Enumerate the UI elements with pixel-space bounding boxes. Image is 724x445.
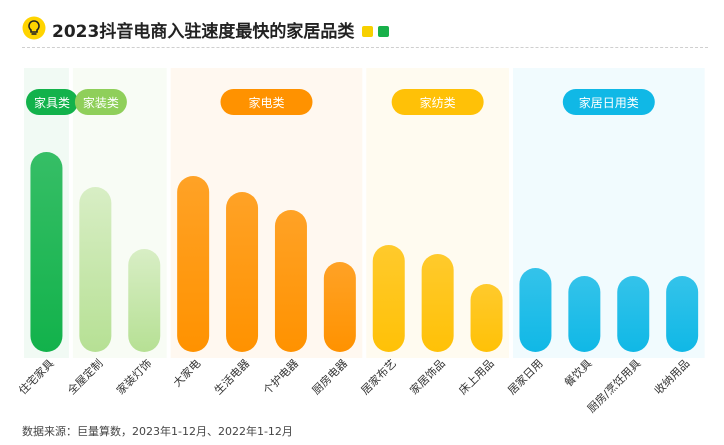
category-label: 居家布艺 [358, 356, 399, 397]
group-pill [26, 89, 78, 115]
bar [372, 245, 405, 352]
group-pill [562, 89, 655, 115]
title-divider [22, 47, 708, 48]
group-pill [220, 89, 313, 115]
category-label: 床上用品 [456, 356, 497, 397]
bar [666, 276, 699, 352]
data-source-note: 数据来源：巨量算数，2023年1-12月、2022年1-12月 [22, 425, 293, 438]
group-label: 家电类 [248, 95, 284, 110]
bar [128, 249, 161, 352]
legend-square-green [378, 26, 390, 37]
category-label: 生活电器 [211, 356, 252, 397]
category-label: 个护电器 [260, 356, 301, 397]
bar [519, 268, 552, 352]
category-label: 居家日用 [505, 356, 546, 397]
category-label: 全屋定制 [64, 356, 105, 397]
legend-square-yellow [362, 26, 374, 37]
group-label: 家装类 [83, 95, 119, 110]
category-label: 住宅家具 [16, 356, 57, 397]
category-label: 家居饰品 [407, 356, 448, 397]
bar [470, 284, 503, 352]
group-label: 家具类 [34, 95, 70, 110]
bar [274, 210, 307, 352]
category-label: 厨房电器 [310, 357, 350, 397]
header: 2023抖音电商入驻速度最快的家居品类 [0, 0, 724, 60]
category-label: 家装灯饰 [113, 356, 154, 397]
category-label: 大家电 [170, 356, 203, 389]
bar [617, 276, 650, 352]
group-pill [74, 89, 127, 115]
group-label: 家居日用类 [579, 95, 639, 110]
bar [177, 176, 210, 352]
bar [568, 276, 601, 352]
group-pill [391, 89, 484, 115]
bar [421, 254, 454, 352]
bar [30, 152, 63, 352]
bar [323, 262, 356, 352]
group-label: 家纺类 [420, 95, 456, 110]
bar [226, 192, 259, 352]
page-title: 2023抖音电商入驻速度最快的家居品类 [52, 22, 355, 42]
lightbulb-logo-icon [22, 16, 46, 40]
category-label: 餐饮具 [561, 356, 594, 389]
category-label: 收纳用品 [651, 356, 692, 397]
bar [79, 187, 112, 352]
